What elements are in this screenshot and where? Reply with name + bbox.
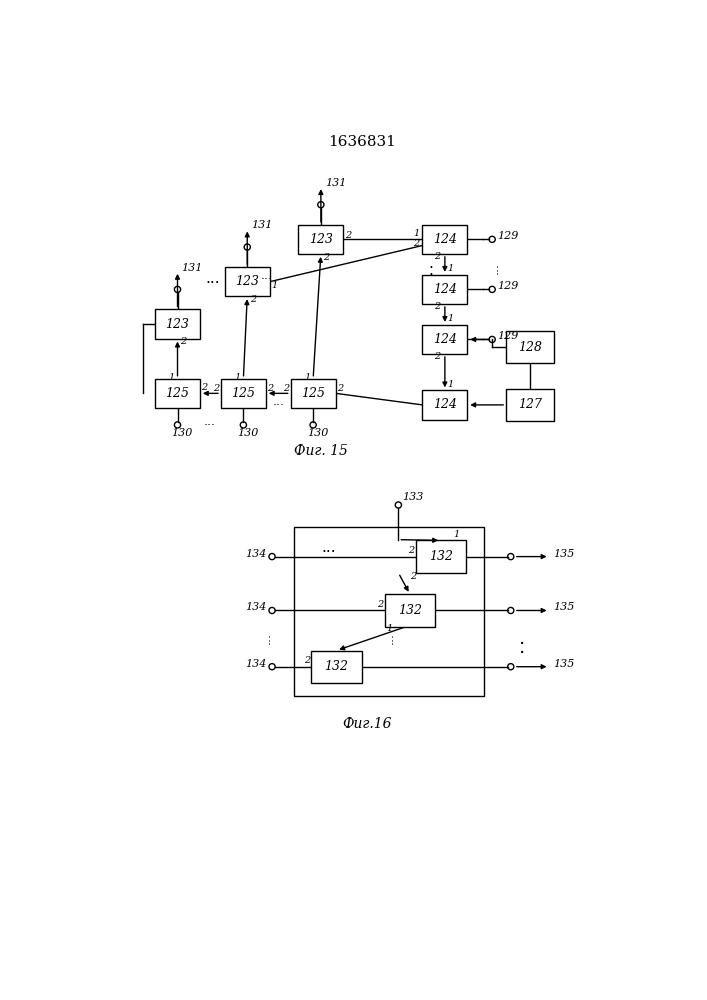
Text: 131: 131 [325,178,346,188]
Text: ...: ... [259,632,272,644]
Bar [506,331,554,363]
Text: 135: 135 [554,659,575,669]
Text: 2: 2 [201,383,208,392]
Text: 2: 2 [250,295,256,304]
Bar [416,540,466,573]
Text: 130: 130 [237,428,259,438]
Text: 2: 2 [434,252,440,261]
Text: 1: 1 [453,530,460,539]
Text: 125: 125 [301,387,325,400]
Bar [298,225,344,254]
Text: 134: 134 [245,602,267,612]
Text: 2: 2 [409,546,415,555]
Bar [422,275,467,304]
Text: 123: 123 [309,233,333,246]
Text: .: . [519,638,525,657]
Text: 124: 124 [433,283,457,296]
Text: 2: 2 [283,384,289,393]
Text: 125: 125 [165,387,189,400]
Text: 1: 1 [448,264,453,273]
Bar [291,379,336,408]
Text: 2: 2 [213,384,219,393]
Text: 2: 2 [267,384,274,393]
Bar [293,527,484,696]
Text: 127: 127 [518,398,542,411]
Bar [221,379,266,408]
Text: 124: 124 [433,398,457,411]
Bar [422,225,467,254]
Text: 124: 124 [433,233,457,246]
Text: ...: ... [487,262,500,274]
Text: 131: 131 [182,263,203,273]
Text: 2: 2 [345,231,351,240]
Text: 129: 129 [497,231,518,241]
Text: 2: 2 [434,302,440,311]
Text: 130: 130 [171,428,193,438]
Text: .: . [428,256,433,271]
Text: 124: 124 [433,333,457,346]
Text: 128: 128 [518,341,542,354]
Text: 132: 132 [429,550,453,563]
Bar [225,267,270,296]
Text: 130: 130 [307,428,328,438]
Text: 1: 1 [413,229,419,238]
Text: 1: 1 [271,281,278,290]
Text: 1: 1 [448,380,453,389]
Text: 1: 1 [448,314,453,323]
Text: 2: 2 [413,239,419,248]
Bar [311,651,361,683]
Text: .: . [428,263,433,278]
Text: 132: 132 [398,604,422,617]
Text: Фиг.16: Фиг.16 [343,717,392,731]
Text: 2: 2 [304,656,310,665]
Text: .: . [519,629,525,648]
Text: 134: 134 [245,659,267,669]
Text: ...: ... [261,269,273,282]
Text: 123: 123 [235,275,259,288]
Text: ...: ... [272,395,284,408]
Text: 2: 2 [323,253,329,262]
Text: ...: ... [382,632,396,644]
Bar [506,389,554,421]
Text: 132: 132 [325,660,349,673]
Text: 2: 2 [337,384,344,393]
Text: 131: 131 [251,220,272,230]
Text: 2: 2 [378,600,384,609]
Text: 1: 1 [168,373,175,382]
Text: 129: 129 [497,331,518,341]
Text: 1: 1 [234,373,240,382]
Text: 1: 1 [304,373,310,382]
Text: 134: 134 [245,549,267,559]
Bar [385,594,436,627]
Text: 129: 129 [497,281,518,291]
Bar [155,309,200,339]
Text: Фиг. 15: Фиг. 15 [294,444,348,458]
Text: 135: 135 [554,602,575,612]
Bar [422,390,467,420]
Bar [422,325,467,354]
Text: 1636831: 1636831 [328,135,396,149]
Text: 125: 125 [231,387,255,400]
Text: 123: 123 [165,318,189,331]
Text: ...: ... [204,415,216,428]
Text: 135: 135 [554,549,575,559]
Bar [155,379,200,408]
Text: ...: ... [321,540,336,555]
Text: 1: 1 [387,624,393,633]
Text: 2: 2 [180,337,186,346]
Text: 133: 133 [402,492,423,502]
Text: ...: ... [205,271,220,286]
Text: 2: 2 [410,572,416,581]
Text: 2: 2 [434,352,440,361]
